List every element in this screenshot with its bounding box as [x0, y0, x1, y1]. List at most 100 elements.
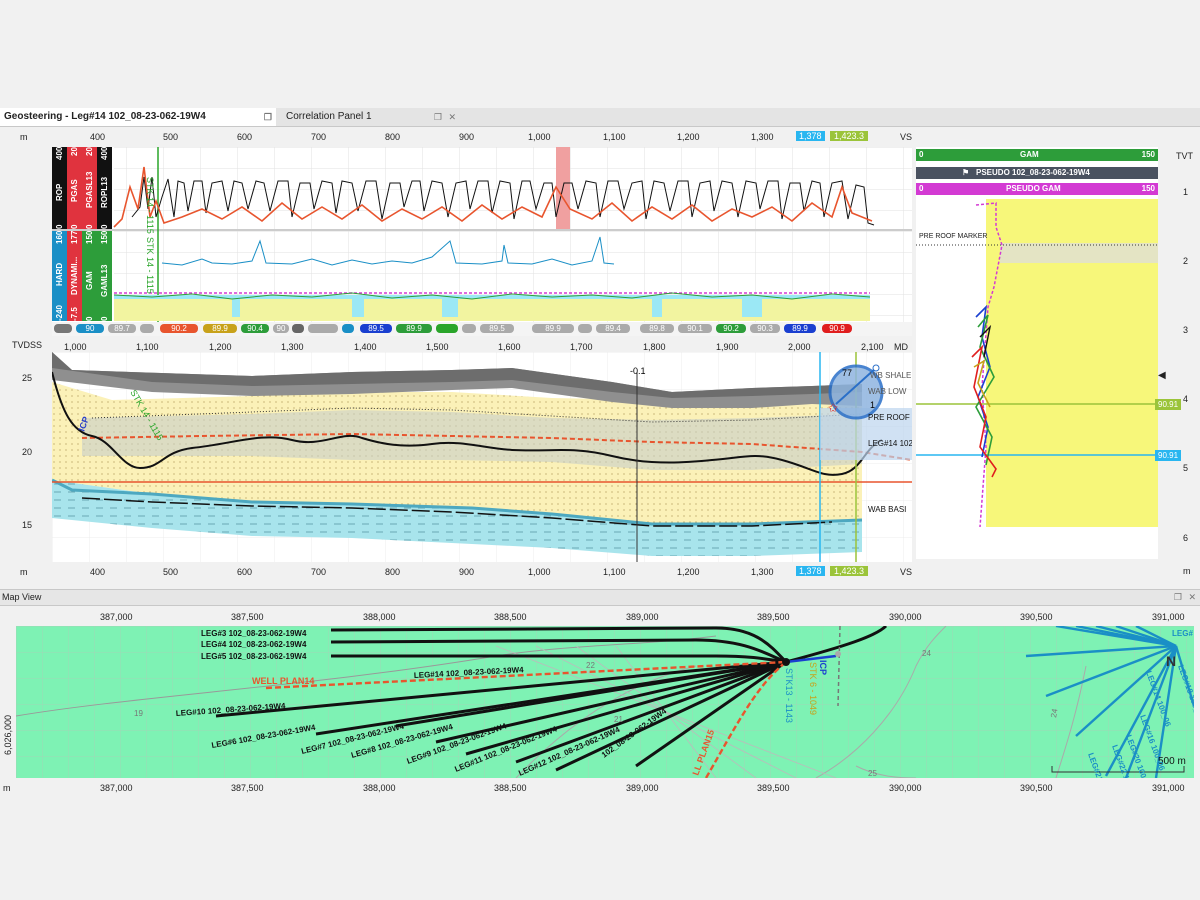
md-tick: 1,000: [64, 342, 87, 352]
dip-chip[interactable]: 89.9: [203, 324, 237, 333]
north-arrow-icon[interactable]: N: [1166, 653, 1176, 669]
md-tick: 1,200: [209, 342, 232, 352]
map-x-tick: 390,000: [889, 612, 922, 622]
pgasl13-header[interactable]: 0 PGASL13 20: [82, 147, 97, 229]
pseudo-well-header[interactable]: ⚑ PSEUDO 102_08-23-062-19W4: [916, 167, 1158, 179]
gaml13-header[interactable]: 0 GAML13 150: [97, 231, 112, 321]
right-well-label[interactable]: LEG#: [1172, 629, 1193, 638]
top-cursor-green[interactable]: 1,423.3: [830, 131, 869, 141]
top-axis-tick: 700: [311, 132, 327, 142]
dip-chip-blank[interactable]: [436, 324, 458, 333]
dynami-name: DYNAMI...: [70, 256, 79, 295]
pgas-min: 0: [70, 224, 79, 229]
map-x-tick: 389,000: [626, 612, 659, 622]
bottom-axis-tick: 600: [237, 567, 253, 577]
dip-chip[interactable]: 89.9: [532, 324, 574, 333]
dip-chip[interactable]: 90: [76, 324, 104, 333]
map-svg: 500 m N 19 22 21 24 25 24 LEG#3 102_08-2…: [15, 624, 1200, 798]
map-x-tick: 390,000: [889, 783, 922, 793]
pseudo-gam-max: 150: [1141, 184, 1155, 193]
contour-label: 25: [868, 769, 877, 778]
tab-geosteering[interactable]: Geosteering - Leg#14 102_08-23-062-19W4 …: [0, 108, 276, 126]
tab-bar: Geosteering - Leg#14 102_08-23-062-19W4 …: [0, 108, 1200, 127]
dip-chip[interactable]: 90.2: [716, 324, 746, 333]
tvt-tick: 5: [1183, 463, 1189, 473]
md-tick: 1,700: [570, 342, 593, 352]
marker-wab-low: WAB LOW: [868, 387, 907, 396]
dip-chip-blank[interactable]: [308, 324, 338, 333]
pseudo-gam-label: PSEUDO GAM: [1006, 184, 1061, 193]
map-x-tick: 390,500: [1020, 612, 1053, 622]
dip-chip[interactable]: 89.9: [396, 324, 432, 333]
md-tick: 1,800: [643, 342, 666, 352]
pointer-triangle-icon[interactable]: ◀: [1158, 370, 1166, 381]
dip-chip-blank[interactable]: [462, 324, 476, 333]
tab-correlation-panel[interactable]: Correlation Panel 1 ❐ ✕: [282, 108, 460, 126]
bottom-cursor-green[interactable]: 1,423.3: [830, 566, 869, 576]
restore-window-icon[interactable]: ❐: [263, 112, 272, 122]
dip-chip-blank[interactable]: [292, 324, 304, 333]
star-icon[interactable]: ✩: [828, 401, 838, 415]
map-canvas[interactable]: 500 m N 19 22 21 24 25 24 LEG#3 102_08-2…: [15, 624, 1200, 798]
map-x-tick: 391,000: [1152, 783, 1185, 793]
dip-chip[interactable]: 89.5: [480, 324, 514, 333]
dip-chip[interactable]: 90: [273, 324, 289, 333]
map-unit: m: [3, 783, 11, 793]
dynami-header[interactable]: -7.5 DYNAMI... 177: [67, 231, 82, 321]
bottom-axis-tick: 1,100: [603, 567, 626, 577]
hard-header[interactable]: -240 HARD 160: [52, 231, 67, 321]
hard-min: -240: [55, 304, 64, 321]
dip-widget[interactable]: [828, 364, 884, 420]
dip-chip-blank[interactable]: [342, 324, 354, 333]
dip-chip[interactable]: 89.8: [640, 324, 674, 333]
dip-chip[interactable]: 90.1: [678, 324, 712, 333]
dip-chip-blank[interactable]: [578, 324, 592, 333]
dip-chip[interactable]: 89.5: [360, 324, 392, 333]
bottom-axis-tick: 800: [385, 567, 401, 577]
close-icon[interactable]: ✕: [1188, 592, 1196, 602]
dip-chip[interactable]: 89.4: [596, 324, 630, 333]
top-cursor-blue[interactable]: 1,378: [796, 131, 825, 141]
dip-chip[interactable]: 90.3: [750, 324, 780, 333]
gam-header[interactable]: 0 GAM 150: [82, 231, 97, 321]
dip-chip[interactable]: 90.2: [160, 324, 198, 333]
stk-label-track1: STK 14 - 1115: [145, 177, 155, 234]
pgas-max: 20: [70, 147, 79, 156]
pseudo-gam-header[interactable]: 0 PSEUDO GAM 150: [916, 183, 1158, 195]
top-axis-right: VS: [900, 132, 913, 142]
pgas-header[interactable]: 0 PGAS 20: [67, 147, 82, 229]
bottom-axis-tick: 1,000: [528, 567, 551, 577]
bottom-axis-unit: m: [20, 567, 28, 577]
stk-label-map: STK13 - 1143: [784, 668, 794, 723]
tvt-tick: 2: [1183, 256, 1189, 266]
bottom-cursor-blue[interactable]: 1,378: [796, 566, 825, 576]
dip-chip[interactable]: 90.4: [241, 324, 269, 333]
bottom-axis-tick: 1,200: [677, 567, 700, 577]
marker-wab-basi: WAB BASI: [868, 505, 906, 514]
track1-header: 0 ROP 400 0 PGAS 20 0 PGASL13 20 0 ROPL1…: [52, 147, 114, 229]
icp-label-map: ICP: [818, 660, 828, 675]
close-icon[interactable]: ✕: [448, 112, 456, 122]
dip-chip-blank[interactable]: [54, 324, 72, 333]
ropl13-header[interactable]: 0 ROPL13 400: [97, 147, 112, 229]
rop-header[interactable]: 0 ROP 400: [52, 147, 67, 229]
restore-window-icon[interactable]: ❐: [433, 112, 442, 122]
well-plan-label[interactable]: WELL PLAN14: [252, 676, 314, 686]
top-axis-tick: 400: [90, 132, 106, 142]
dip-chip[interactable]: 90.9: [822, 324, 852, 333]
map-scale: 500 m: [1158, 756, 1186, 767]
marker-pre-roof: PRE ROOF M: [868, 413, 912, 422]
well-label[interactable]: LEG#3 102_08-23-062-19W4: [201, 629, 307, 638]
well-label[interactable]: LEG#5 102_08-23-062-19W4: [201, 652, 307, 661]
ropl13-min: 0: [100, 224, 109, 229]
corr-gam-header[interactable]: 0 GAM 150: [916, 149, 1158, 161]
contour-label: 22: [586, 661, 595, 670]
tab-geosteering-label: Geosteering - Leg#14 102_08-23-062-19W4: [4, 111, 206, 122]
tvt-tick: 6: [1183, 533, 1189, 543]
well-label[interactable]: LEG#4 102_08-23-062-19W4: [201, 640, 307, 649]
md-tick: 1,400: [354, 342, 377, 352]
dip-chip-blank[interactable]: [140, 324, 154, 333]
dip-chip[interactable]: 89.7: [108, 324, 136, 333]
restore-window-icon[interactable]: ❐: [1173, 592, 1182, 602]
dip-chip[interactable]: 89.9: [784, 324, 816, 333]
